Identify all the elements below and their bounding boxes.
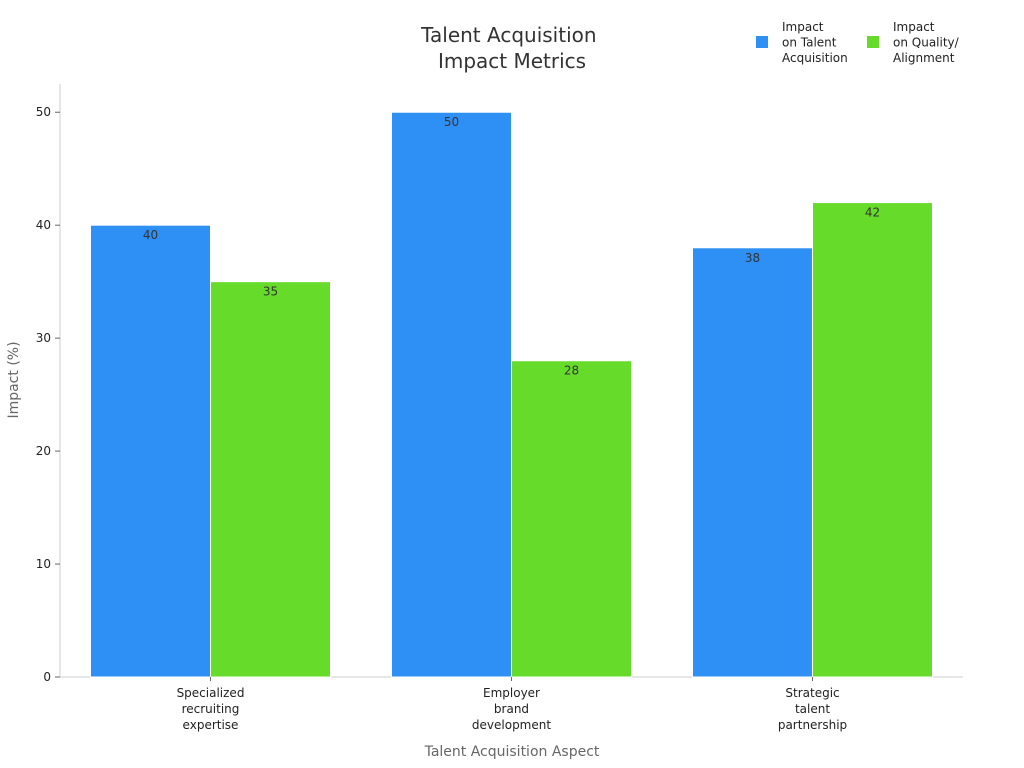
bars [90, 111, 933, 678]
legend-label: Impact on Talent Acquisition [782, 20, 848, 65]
bar [511, 360, 632, 678]
x-tick-label: Strategic talent partnership [778, 686, 847, 732]
x-tick-label: Specialized recruiting expertise [177, 686, 245, 732]
bar-value-label: 40 [143, 228, 158, 242]
y-tick-label: 0 [43, 670, 51, 684]
y-tick-label: 20 [36, 444, 51, 458]
chart-title: Talent Acquisition Impact Metrics [420, 23, 603, 73]
legend-label: Impact on Quality/Alignment [893, 20, 960, 65]
x-tick-label: Employer brand development [472, 686, 551, 732]
bar-value-label: 35 [263, 285, 278, 299]
bar [391, 111, 512, 678]
bar-value-label: 38 [745, 251, 760, 265]
y-tick-label: 40 [36, 218, 51, 232]
y-ticks: 0 10 20 30 40 50 [36, 105, 60, 684]
bar-value-label: 42 [865, 206, 880, 220]
y-tick-label: 10 [36, 557, 51, 571]
bar [812, 202, 933, 678]
x-axis-title: Talent Acquisition Aspect [424, 744, 600, 760]
legend-swatch [756, 36, 768, 48]
bar-value-label: 50 [444, 115, 459, 129]
y-axis-title: Impact (%) [6, 341, 22, 418]
bar [692, 247, 813, 678]
legend-swatch [867, 36, 879, 48]
bar [210, 281, 331, 678]
legend: Impact on Talent Acquisition Impact on Quali… [756, 20, 960, 65]
data-labels: 40 35 50 28 38 42 [143, 115, 880, 377]
y-tick-label: 30 [36, 331, 51, 345]
bar [90, 224, 211, 678]
y-tick-label: 50 [36, 105, 51, 119]
bar-value-label: 28 [564, 364, 579, 378]
x-tick-labels: Specialized recruiting expertise Employer br… [177, 677, 847, 732]
